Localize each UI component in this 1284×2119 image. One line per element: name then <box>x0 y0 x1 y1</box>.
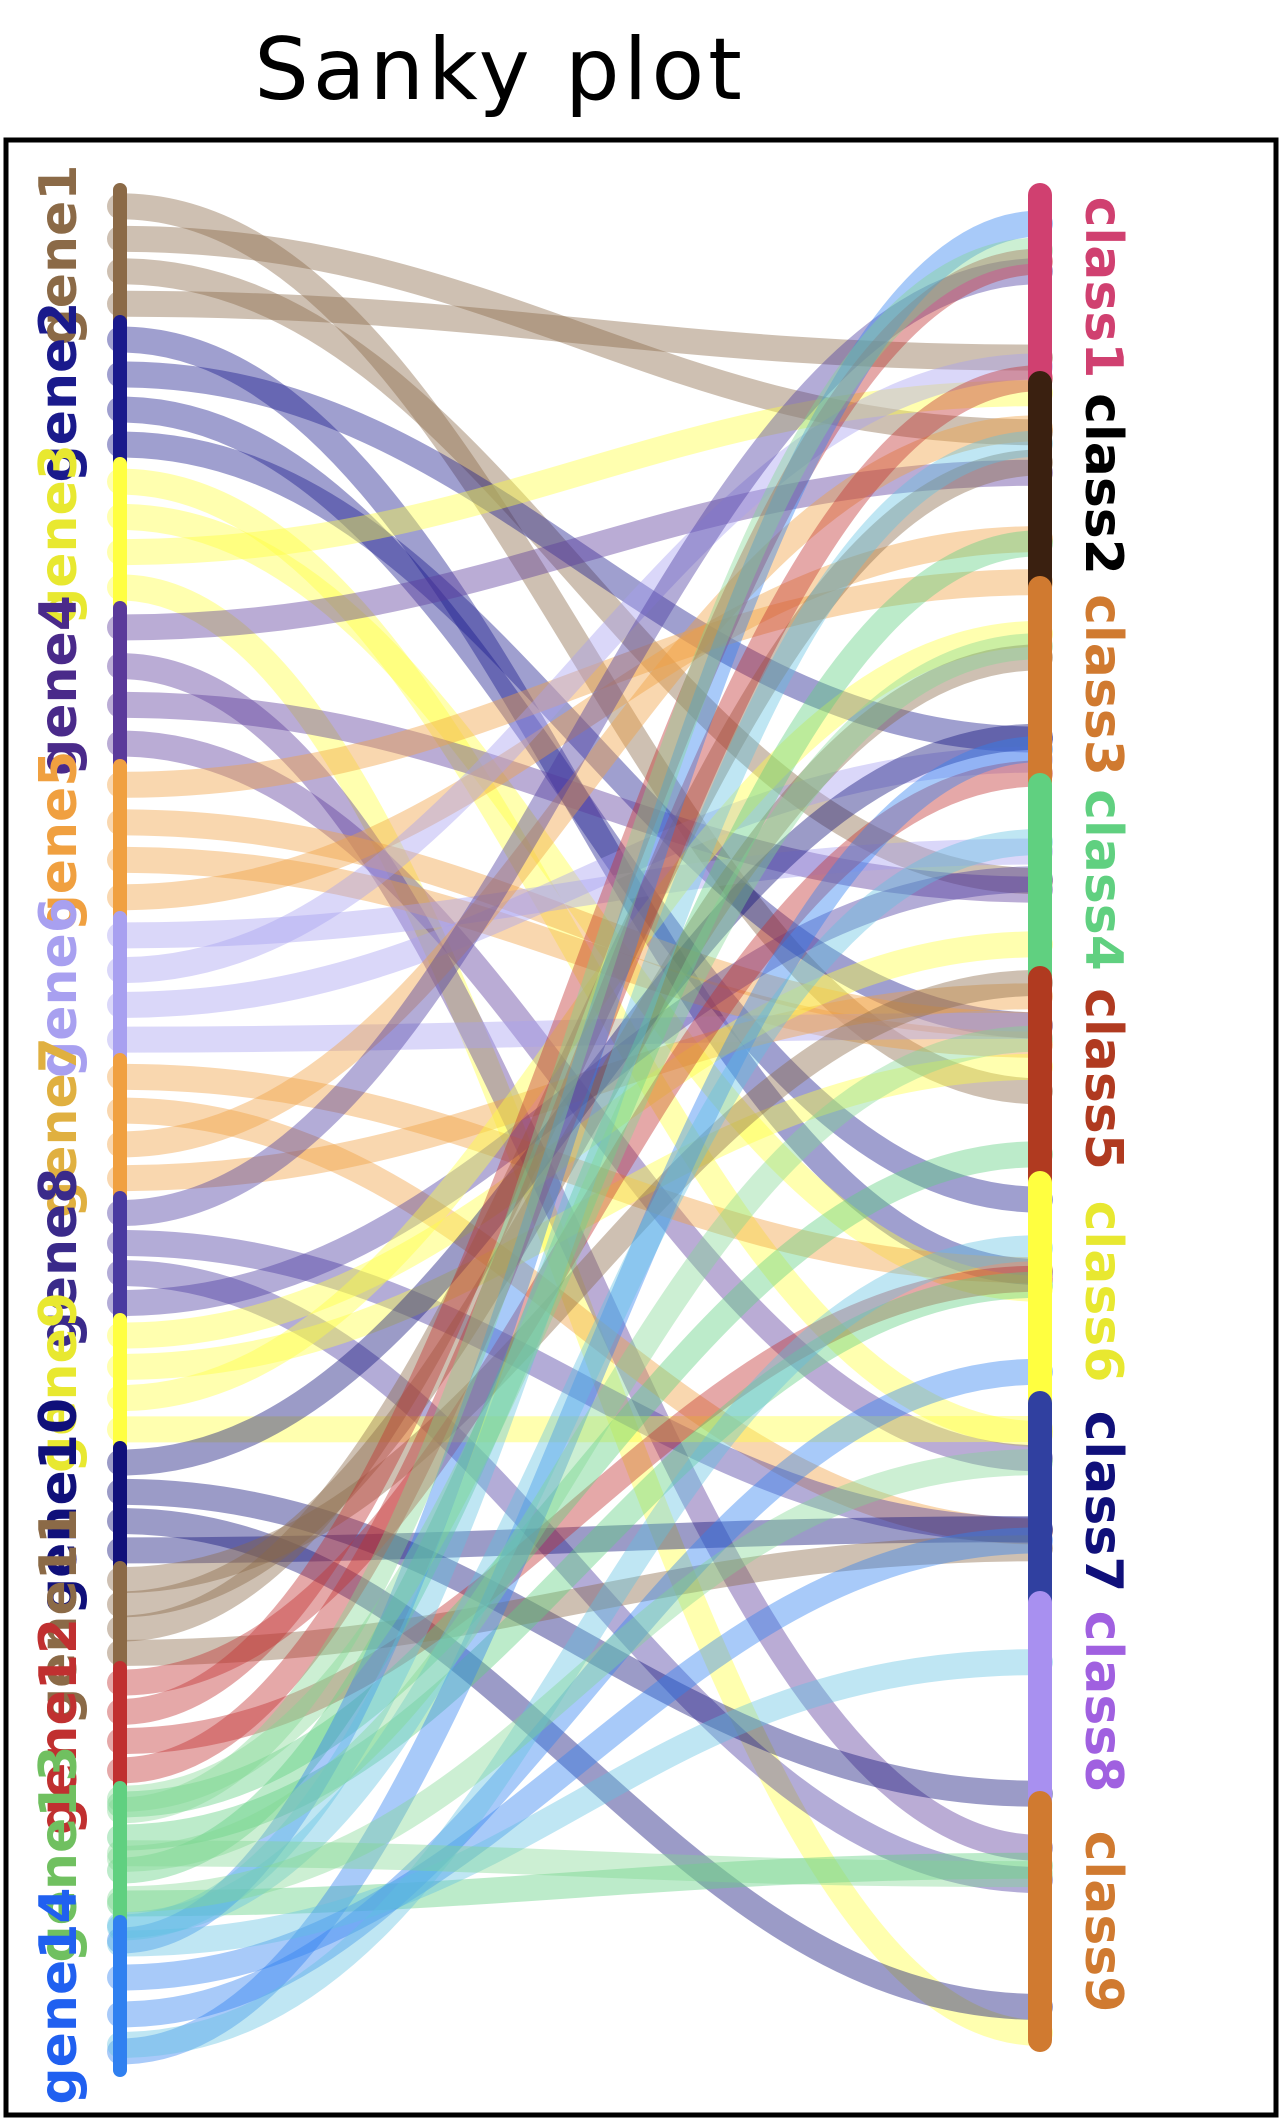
flow-link-gene12 <box>107 365 1053 1784</box>
node-label-class7: class7 <box>1073 1411 1133 1593</box>
node-label-class9: class9 <box>1073 1831 1133 2013</box>
node-label-gene2: gene2 <box>29 302 89 483</box>
flow-link-gene13 <box>107 1852 1053 1917</box>
flow-link-gene10 <box>107 723 1053 1476</box>
flow-link-gene10 <box>107 1478 1053 1807</box>
flow-link-gene1 <box>107 290 1053 371</box>
flow-link-gene2 <box>107 431 1053 1039</box>
flow-link-gene11 <box>107 1535 1053 1666</box>
node-label-gene8: gene8 <box>29 1168 89 1349</box>
flow-link-gene13 <box>107 530 1053 1884</box>
flow-link-to-class3 <box>107 633 1053 1812</box>
flow-link-gene14 <box>107 736 1053 2065</box>
flow-link-gene5 <box>107 809 1053 1038</box>
flow-link-gene7 <box>107 983 1053 1192</box>
left-node-labels: gene1gene2gene3gene4gene5gene6gene7gene8… <box>29 165 89 2105</box>
flow-link-gene6 <box>107 838 1053 949</box>
flow-link-to-class7 <box>107 1449 1053 1913</box>
flow-link-gene12 <box>107 248 1053 1725</box>
node-label-gene9: gene9 <box>29 1292 89 1473</box>
flow-link-gene10 <box>107 1508 1053 2020</box>
flow-link-to-class2 <box>107 430 1053 1941</box>
node-label-class3: class3 <box>1073 594 1133 776</box>
flow-link-gene9 <box>107 1053 1053 1380</box>
node-label-gene13: gene13 <box>29 1745 89 1962</box>
flow-link-gene9 <box>107 620 1053 1412</box>
flow-link-gene7 <box>107 1097 1053 1545</box>
flow-link-gene14 <box>107 1527 1053 1991</box>
flow-link-gene6 <box>107 353 1053 984</box>
node-label-gene6: gene6 <box>29 897 89 1078</box>
node-label-gene14: gene14 <box>29 1887 89 2104</box>
flow-link-gene3 <box>107 503 1053 1302</box>
flow-link-gene13 <box>107 1271 1053 1851</box>
flow-link-gene4 <box>107 730 1053 1472</box>
flow-link-gene3 <box>107 468 1053 1448</box>
flow-link-gene11 <box>107 969 1053 1594</box>
node-label-gene1: gene1 <box>29 165 89 346</box>
flow-link-to-class4 <box>107 829 1053 1939</box>
flow-link-gene14 <box>107 1358 1053 2028</box>
node-label-gene7: gene7 <box>29 1037 89 1218</box>
flow-link-gene10 <box>107 1516 1053 1564</box>
node-label-gene12: gene12 <box>29 1618 89 1835</box>
flow-link-to-class5 <box>107 1025 1053 1872</box>
flow-links <box>107 193 1053 2065</box>
flow-link-gene3 <box>107 380 1053 566</box>
flow-link-gene1 <box>107 225 1053 446</box>
flow-link-gene6 <box>107 1012 1053 1053</box>
flow-link-gene11 <box>107 449 1053 1642</box>
flow-link-to-class9 <box>107 1840 1053 1888</box>
node-label-class2: class2 <box>1073 393 1133 575</box>
node-label-gene5: gene5 <box>29 751 89 932</box>
flow-link-to-class8 <box>107 1649 1053 1957</box>
flow-link-to-class6 <box>107 1235 1053 2058</box>
flow-link-gene5 <box>107 569 1053 798</box>
flow-link-gene8 <box>107 1260 1053 1893</box>
flow-link-gene8 <box>107 1230 1053 1544</box>
flow-link-gene4 <box>107 653 1053 1861</box>
flow-link-gene9 <box>107 931 1053 1349</box>
flow-link-gene4 <box>107 691 1053 903</box>
node-label-class1: class1 <box>1073 197 1133 379</box>
node-label-gene11: gene11 <box>29 1508 89 1725</box>
node-label-gene10: gene10 <box>29 1398 89 1615</box>
flow-link-gene13 <box>107 1141 1053 1818</box>
flow-link-gene6 <box>107 746 1053 1018</box>
flow-link-to-class1 <box>107 237 1053 1824</box>
flow-link-gene4 <box>107 459 1053 641</box>
node-label-class8: class8 <box>1073 1611 1133 1793</box>
flow-link-gene5 <box>107 526 1053 911</box>
flow-link-gene7 <box>107 1063 1053 1284</box>
diagram-title: Sanky plot <box>254 20 746 120</box>
node-label-class6: class6 <box>1073 1201 1133 1383</box>
flow-link-gene2 <box>107 361 1053 753</box>
flow-link-gene2 <box>107 396 1053 1213</box>
flow-link-gene2 <box>107 326 1053 1286</box>
flow-link-gene5 <box>107 846 1053 1058</box>
diagram-frame <box>3 137 1279 2118</box>
node-label-gene4: gene4 <box>29 595 89 776</box>
flow-link-gene12 <box>107 1265 1053 1755</box>
flow-link-gene8 <box>107 258 1053 1226</box>
flow-link-gene8 <box>107 866 1053 1316</box>
node-label-class5: class5 <box>1073 988 1133 1170</box>
flow-link-gene12 <box>107 760 1053 1696</box>
flow-link-gene11 <box>107 644 1053 1618</box>
flow-link-gene7 <box>107 415 1053 1158</box>
flow-link-gene1 <box>107 258 1053 895</box>
flow-link-gene14 <box>107 210 1053 1954</box>
node-label-class4: class4 <box>1073 789 1133 971</box>
right-node-labels: class1 class2 class3 class4 class5 class6 clas… <box>1073 197 1133 2013</box>
flow-link-gene1 <box>107 193 1053 1105</box>
flow-link-gene3 <box>107 574 1053 2046</box>
node-label-gene3: gene3 <box>29 444 89 625</box>
